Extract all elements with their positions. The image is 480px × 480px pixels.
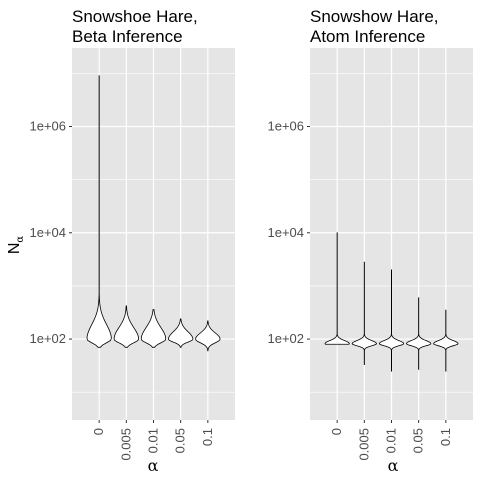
y-axis-label-main: N	[6, 243, 23, 255]
violin-0	[324, 232, 350, 345]
x-tick-label: 0.01	[384, 428, 399, 453]
plot-area: 1e+02 1e+04 1e+06 0 0.005 0.01 0.05 0.1	[29, 48, 235, 461]
panel-beta-inference: Snowshoe Hare, Beta Inference 1e+02 1e+04…	[6, 7, 235, 475]
panel-title-line-1: Snowshow Hare,	[310, 7, 439, 26]
x-tick-label: 0	[329, 428, 344, 435]
y-tick-label: 1e+06	[29, 118, 66, 133]
y-tick-label: 1e+04	[29, 225, 66, 240]
violin-0.005	[113, 305, 139, 348]
x-tick-label: 0.1	[200, 428, 215, 446]
y-tick-label: 1e+06	[267, 118, 304, 133]
x-tick-label: 0.05	[411, 428, 426, 453]
y-axis-label: Nα	[6, 236, 26, 255]
violin-0.01	[140, 309, 167, 348]
violin-0	[86, 75, 112, 348]
y-tick-label: 1e+02	[29, 331, 66, 346]
x-tick-label: 0.05	[173, 428, 188, 453]
x-tick-label: 0.01	[146, 428, 161, 453]
x-tick-label: 0	[91, 428, 106, 435]
y-tick-label: 1e+04	[267, 225, 304, 240]
panel-title-line-2: Beta Inference	[72, 27, 183, 46]
svg-text:Nα: Nα	[6, 236, 26, 255]
panel-atom-inference: Snowshow Hare, Atom Inference 1e+02 1e+04…	[267, 7, 473, 475]
violin-0.05	[405, 297, 432, 370]
violin-0.1	[433, 309, 459, 372]
x-axis-label: α	[148, 456, 159, 475]
plot-area: 1e+02 1e+04 1e+06 0 0.005 0.01 0.05 0.1	[267, 48, 473, 461]
y-axis-label-subscript: α	[15, 236, 26, 243]
violin-0.05	[168, 318, 194, 348]
violin-0.1	[195, 320, 221, 352]
x-tick-label: 0.1	[438, 428, 453, 446]
y-tick-label: 1e+02	[267, 331, 304, 346]
violin-0.01	[378, 269, 405, 372]
violin-0.005	[351, 261, 377, 366]
x-tick-label: 0.005	[118, 428, 133, 461]
x-tick-label: 0.005	[356, 428, 371, 461]
panel-title-line-1: Snowshoe Hare,	[72, 7, 198, 26]
panel-title-line-2: Atom Inference	[310, 27, 425, 46]
x-axis-label: α	[388, 456, 399, 475]
